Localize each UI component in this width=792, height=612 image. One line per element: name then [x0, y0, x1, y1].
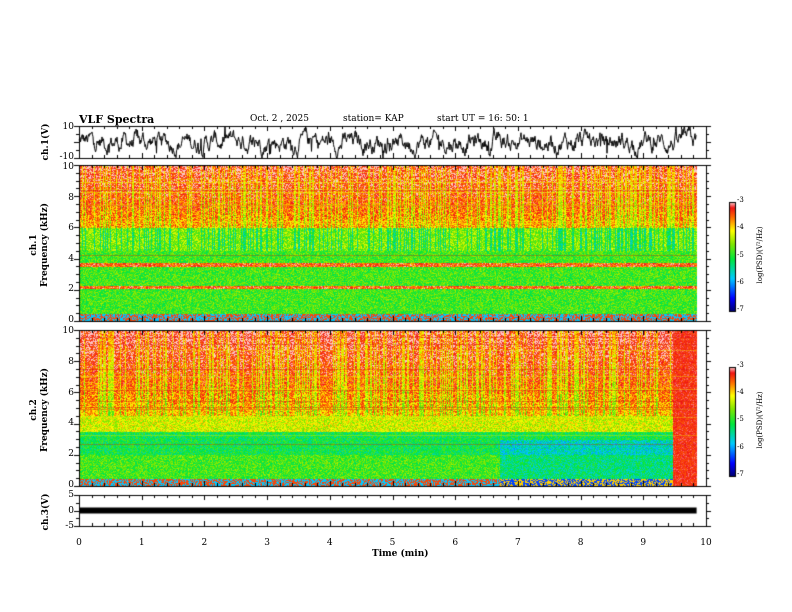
x-axis-label: Time (min) — [372, 549, 429, 559]
ch2-spec-ytick: 6 — [68, 388, 74, 398]
cb2-tick: -4 — [737, 388, 744, 396]
x-tick-label: 1 — [138, 538, 145, 548]
cb1-tick: -4 — [737, 223, 744, 231]
x-tick-label: 0 — [76, 538, 82, 548]
ch1-ytick-top: 10 — [62, 122, 74, 132]
ch1-spec-ytick: 6 — [68, 223, 74, 233]
cb2-tick: -7 — [737, 470, 744, 478]
figure-title: VLF Spectra — [79, 113, 155, 126]
ch1-spec-ytick: 8 — [68, 193, 74, 203]
ch3-ytick: 5 — [68, 490, 74, 500]
start-time-label: start UT = 16: 50: 1 — [437, 114, 529, 124]
x-tick-label: 6 — [452, 538, 459, 548]
ch1-spec-ylabel-line1: ch.1 — [29, 234, 39, 256]
ch1-spec-ylabel: ch.1 Frequency (kHz) — [29, 185, 51, 305]
ch2-spec-ytick: 10 — [62, 326, 74, 336]
cb2-label: log(PSD)(V²/Hz) — [756, 391, 764, 449]
ch2-spec-ytick: 8 — [68, 357, 74, 367]
ch2-spec-ytick: 4 — [68, 418, 74, 428]
ch3-ytick: -5 — [65, 521, 74, 531]
cb2-tick: -3 — [737, 361, 744, 369]
ch1-spec-ytick: 2 — [68, 284, 74, 294]
x-tick-label: 8 — [577, 538, 584, 548]
cb2-tick: -6 — [737, 443, 744, 451]
ch1-spec-ylabel-line2: Frequency (kHz) — [40, 203, 50, 288]
ch2-spec-ylabel-line2: Frequency (kHz) — [40, 368, 50, 453]
x-tick-label: 3 — [264, 538, 270, 548]
cb1-tick: -6 — [737, 278, 744, 286]
x-tick-label: 2 — [201, 538, 208, 548]
station-label: station= KAP — [343, 114, 404, 124]
cb1-tick: -5 — [737, 251, 744, 259]
ch1-ytick-bottom: -10 — [59, 152, 75, 162]
date-label: Oct. 2 , 2025 — [250, 114, 309, 124]
ch3-ylabel: ch.3(V) — [41, 493, 51, 531]
cb1-label: log(PSD)(V²/Hz) — [756, 226, 764, 284]
ch2-spec-ytick: 0 — [68, 480, 74, 490]
x-tick-label: 10 — [700, 538, 712, 548]
x-tick-label: 4 — [326, 538, 333, 548]
x-tick-label: 9 — [640, 538, 647, 548]
x-tick-label: 5 — [389, 538, 396, 548]
cb2-tick: -5 — [737, 415, 744, 423]
ch1-spec-ytick: 4 — [68, 254, 74, 264]
cb1-tick: -7 — [737, 305, 744, 313]
ch1-ylabel: ch.1(V) — [41, 123, 51, 161]
ch1-spec-ytick: 10 — [62, 162, 74, 172]
cb1-tick: -3 — [737, 196, 744, 204]
ch2-spec-ylabel: ch.2 Frequency (kHz) — [29, 350, 51, 470]
x-tick-label: 7 — [515, 538, 521, 548]
ch1-spec-ytick: 0 — [68, 315, 74, 325]
ch2-spec-ylabel-line1: ch.2 — [29, 399, 39, 421]
ch3-ytick: 0 — [68, 506, 74, 516]
ch2-spec-ytick: 2 — [68, 449, 74, 459]
